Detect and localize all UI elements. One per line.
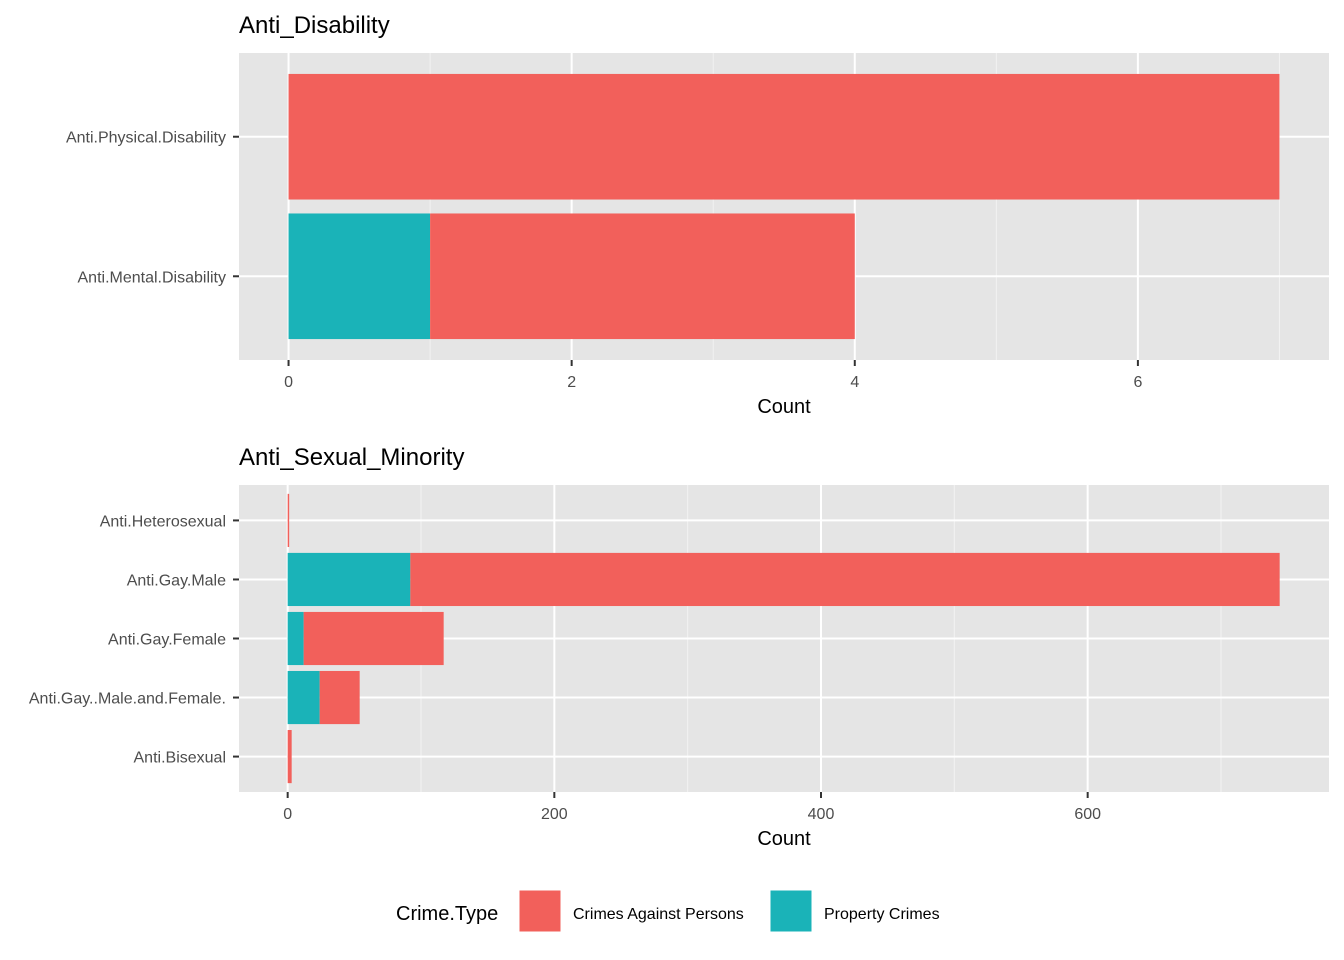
x-axis-title: Count (757, 396, 811, 418)
bars (287, 493, 1280, 784)
x-tick-label: 4 (850, 374, 859, 391)
x-tick-label: 6 (1133, 374, 1142, 391)
bars (288, 73, 1280, 340)
bar-crimes-against-persons-anti-gay-male (410, 552, 1280, 607)
bar-crimes-against-persons-anti-physical-disability (288, 73, 1280, 200)
panel-title: Anti_Sexual_Minority (239, 444, 464, 471)
bar-crimes-against-persons-anti-gay-male-and-female (319, 670, 360, 725)
bar-property-crimes-anti-gay-female (287, 611, 304, 666)
x-axis-title: Count (757, 828, 811, 850)
y-tick-label: Anti.Physical.Disability (66, 130, 226, 147)
legend-label-crimes-against-persons: Crimes Against Persons (573, 906, 744, 923)
y-tick-label: Anti.Mental.Disability (78, 269, 227, 286)
x-tick-label: 2 (567, 374, 576, 391)
x-tick-label: 0 (284, 374, 293, 391)
y-axis: Anti.Physical.Disability Anti.Mental.Disa… (66, 130, 239, 286)
legend: Crime.Type Crimes Against Persons Proper… (396, 889, 940, 933)
x-tick-label: 200 (541, 806, 568, 823)
x-axis: 0 2 4 6 (284, 360, 1142, 391)
bar-property-crimes-anti-gay-male-and-female (287, 670, 320, 725)
y-tick-label: Anti.Gay..Male.and.Female. (29, 691, 226, 708)
bar-crimes-against-persons-anti-mental-disability (430, 213, 855, 340)
legend-key-crimes-against-persons (518, 889, 562, 933)
y-tick-label: Anti.Gay.Female (108, 632, 226, 649)
panel-title: Anti_Disability (239, 12, 390, 39)
bar-crimes-against-persons-anti-heterosexual (287, 493, 290, 547)
bar-property-crimes-anti-gay-male (287, 552, 411, 607)
legend-title: Crime.Type (396, 903, 498, 925)
legend-label-property-crimes: Property Crimes (824, 906, 940, 923)
x-tick-label: 0 (283, 806, 292, 823)
x-tick-label: 400 (808, 806, 835, 823)
x-tick-label: 600 (1074, 806, 1101, 823)
bar-crimes-against-persons-anti-gay-female (303, 611, 444, 666)
bar-crimes-against-persons-anti-bisexual (287, 730, 292, 784)
x-axis: 0 200 400 600 (283, 792, 1101, 823)
y-tick-label: Anti.Gay.Male (127, 572, 226, 589)
bar-property-crimes-anti-mental-disability (288, 213, 431, 340)
legend-key-property-crimes (769, 889, 813, 933)
panel-anti-sexual-minority: Anti_Sexual_Minority Anti.HeterosexualAn… (29, 444, 1329, 850)
y-tick-label: Anti.Heterosexual (100, 513, 226, 530)
panel-anti-disability: Anti_Disability Anti.Physical.Disability… (66, 12, 1329, 418)
y-axis: Anti.Heterosexual Anti.Gay.Male Anti.Gay.F… (29, 513, 239, 767)
y-tick-label: Anti.Bisexual (134, 750, 227, 767)
